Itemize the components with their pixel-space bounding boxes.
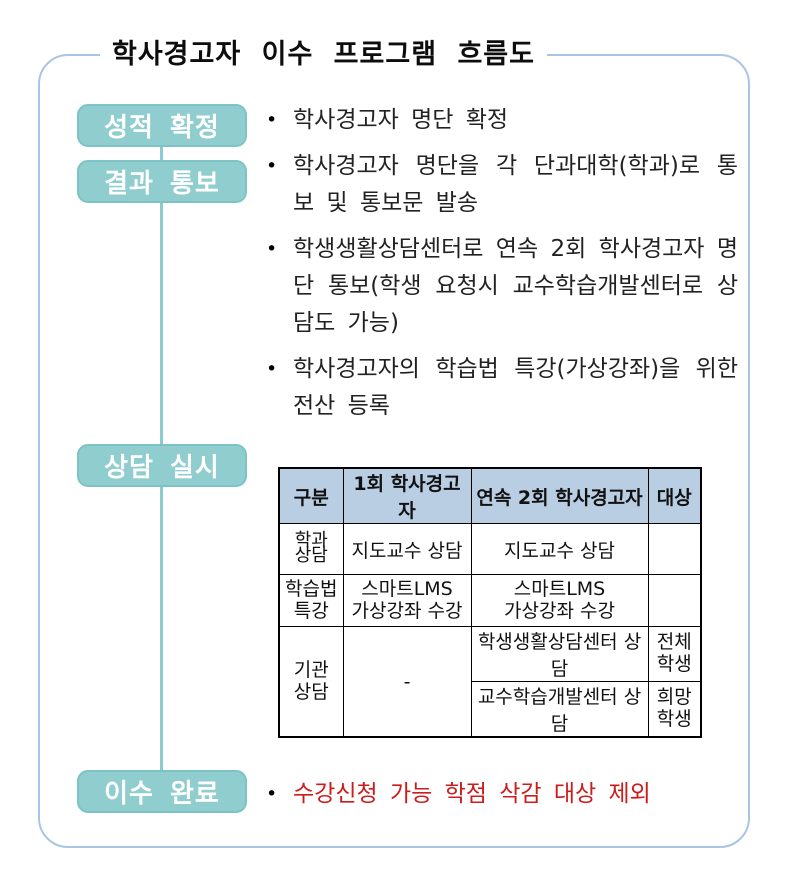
- note-text: 학사경고자 명단 확정: [293, 107, 509, 133]
- counseling-table: 구분 1회 학사경고자 연속 2회 학사경고자 대상 학과 상담 지도교수 상담…: [278, 467, 702, 738]
- bullet-icon: •: [266, 155, 278, 177]
- table-row-center-counseling-1: 기관 상담 - 학생생활상담센터 상담 전체 학생: [278, 626, 702, 738]
- cell-second: 교수학습개발센터 상담: [470, 681, 649, 738]
- cell-target: [647, 574, 702, 627]
- cell-second: 학생생활상담센터 상담: [470, 626, 649, 682]
- notes-list: • 학사경고자 명단 확정 • 학사경고자 명단을 각 단과대학(학과)로 통보…: [266, 102, 738, 434]
- step-label: 이수 완료: [104, 779, 220, 809]
- note-text: 학생생활상담센터로 연속 2회 학사경고자 명단 통보(학생 요청시 교수학습개…: [293, 236, 738, 336]
- cell-category: 학과 상담: [278, 523, 344, 575]
- bullet-icon: •: [266, 109, 278, 131]
- cell-second: 지도교수 상담: [470, 523, 649, 575]
- page-title: 학사경고자 이수 프로그램 흐름도: [100, 32, 547, 71]
- bullet-icon: •: [266, 783, 278, 805]
- note-text: 학사경고자의 학습법 특강(가상강좌)을 위한 전산 등록: [293, 356, 738, 419]
- step-label: 상담 실시: [104, 453, 220, 483]
- cell-second: 스마트LMS 가상강좌 수강: [470, 574, 649, 627]
- cell-target: [647, 523, 702, 575]
- bullet-icon: •: [266, 238, 278, 260]
- cell-first: 스마트LMS 가상강좌 수강: [342, 574, 472, 627]
- cell-target: 희망 학생: [647, 681, 702, 738]
- col-header-second-warning: 연속 2회 학사경고자: [470, 467, 649, 524]
- completion-note-text: 수강신청 가능 학점 삭감 대상 제외: [293, 781, 651, 807]
- list-item: • 학사경고자 명단 확정: [266, 102, 738, 139]
- table-header-row: 구분 1회 학사경고자 연속 2회 학사경고자 대상: [278, 467, 702, 524]
- table-row-center-counseling-2: 교수학습개발센터 상담 희망 학생: [279, 681, 702, 738]
- note-text: 학사경고자 명단을 각 단과대학(학과)로 통보 및 통보문 발송: [293, 153, 738, 216]
- step-label: 성적 확정: [104, 113, 220, 143]
- cell-first: 지도교수 상담: [342, 523, 472, 575]
- step-box-result-notify: 결과 통보: [77, 160, 247, 203]
- step-label: 결과 통보: [104, 169, 220, 199]
- col-header-target: 대상: [647, 467, 702, 524]
- step-box-completion: 이수 완료: [77, 770, 247, 813]
- col-header-first-warning: 1회 학사경고자: [342, 467, 472, 524]
- col-header-category: 구분: [278, 467, 344, 524]
- bullet-icon: •: [266, 358, 278, 380]
- list-item: • 학사경고자의 학습법 특강(가상강좌)을 위한 전산 등록: [266, 351, 738, 425]
- step-box-counseling: 상담 실시: [77, 444, 247, 487]
- cell-category: 학습법 특강: [278, 574, 344, 627]
- step-box-grade-confirm: 성적 확정: [77, 104, 247, 147]
- list-item: • 학사경고자 명단을 각 단과대학(학과)로 통보 및 통보문 발송: [266, 148, 738, 222]
- cell-target: 전체 학생: [647, 626, 702, 682]
- list-item: • 학생생활상담센터로 연속 2회 학사경고자 명단 통보(학생 요청시 교수학…: [266, 231, 738, 342]
- cell-first: -: [342, 626, 472, 738]
- table-row-learning-lecture: 학습법 특강 스마트LMS 가상강좌 수강 스마트LMS 가상강좌 수강: [278, 574, 702, 627]
- cell-category: 기관 상담: [278, 626, 344, 738]
- table-row-dept-counseling: 학과 상담 지도교수 상담 지도교수 상담: [278, 523, 702, 575]
- completion-note: • 수강신청 가능 학점 삭감 대상 제외: [266, 778, 746, 810]
